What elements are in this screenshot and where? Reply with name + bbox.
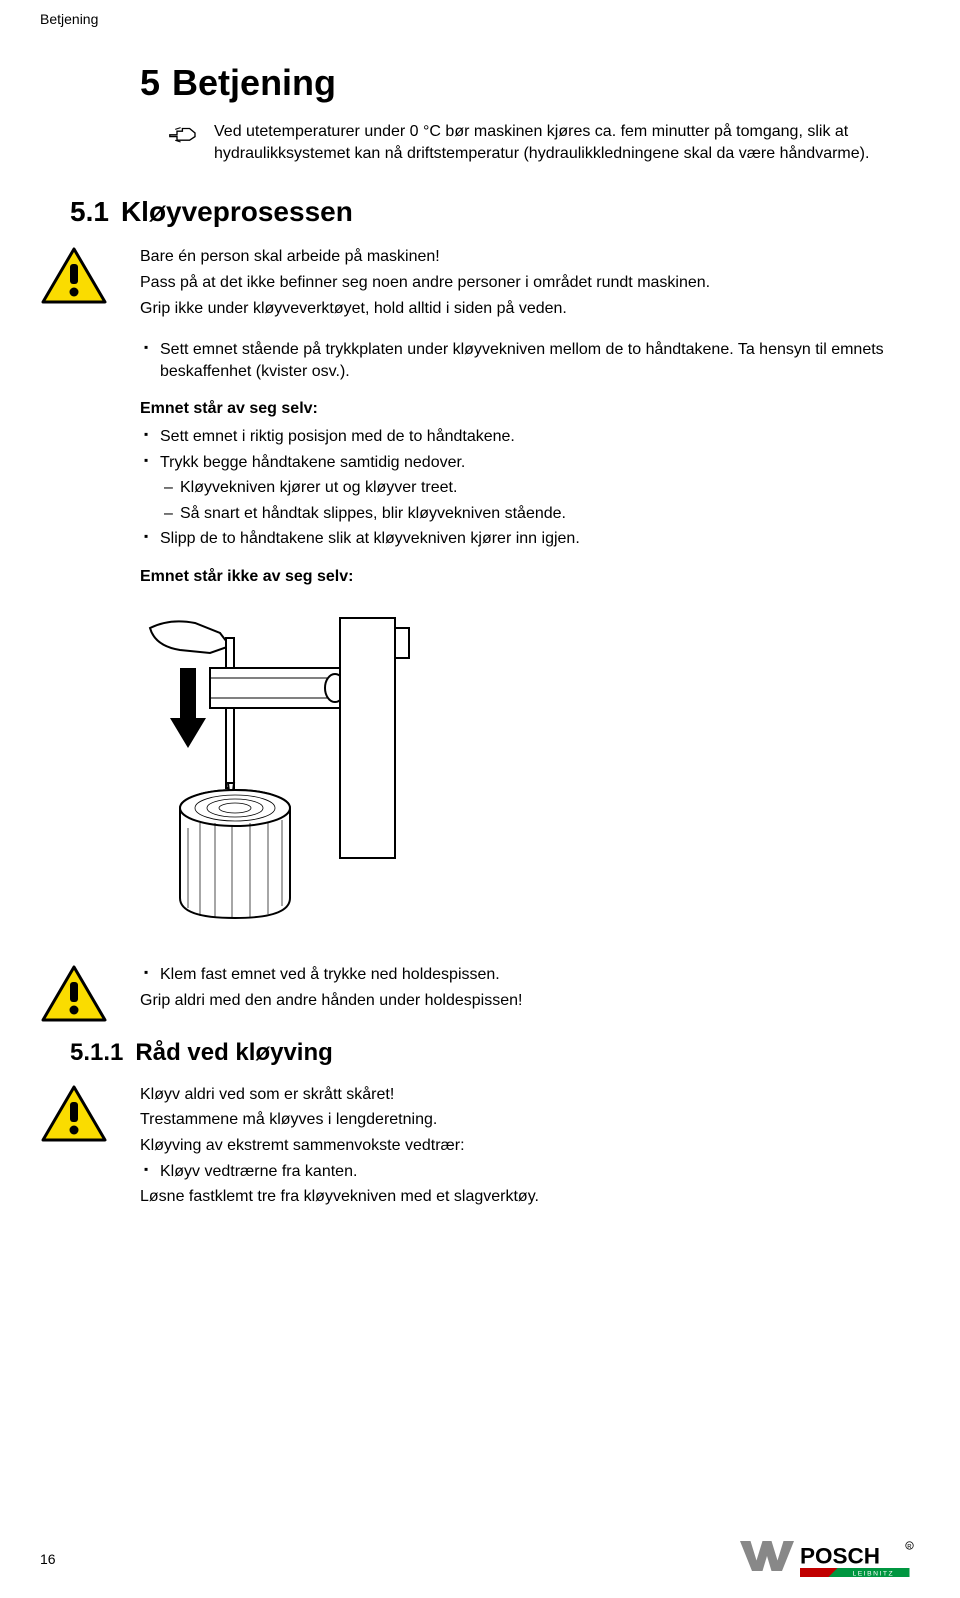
list-item: Kløyv vedtrærne fra kanten.: [140, 1161, 920, 1183]
warning-line: Pass på at det ikke befinner seg noen an…: [140, 272, 920, 294]
list-item: Klem fast emnet ved å trykke ned holdesp…: [140, 964, 920, 986]
heading-1-title: Betjening: [172, 59, 336, 108]
heading-3-title: Råd ved kløyving: [135, 1037, 332, 1069]
warning-line: Kløyving av ekstremt sammenvokste vedtræ…: [140, 1135, 920, 1157]
warning-line: Grip ikke under kløyveverktøyet, hold al…: [140, 298, 920, 320]
page-number: 16: [40, 1550, 56, 1569]
warning-triangle-icon: [40, 246, 108, 306]
list-item: Slipp de to håndtakene slik at kløyvekni…: [140, 528, 920, 550]
splitter-illustration: [140, 598, 920, 935]
heading-2-number: 5.1: [70, 193, 109, 231]
note-text: Ved utetemperaturer under 0 °C bør maski…: [214, 121, 920, 164]
warning-line: Bare én person skal arbeide på maskinen!: [140, 246, 920, 268]
warning-line: Grip aldri med den andre hånden under ho…: [140, 990, 920, 1012]
heading-3: 5.1.1 Råd ved kløyving: [70, 1037, 920, 1069]
heading-2-title: Kløyveprosessen: [121, 193, 353, 231]
warning-block-3: Kløyv aldri ved som er skrått skåret! Tr…: [140, 1084, 920, 1208]
list-item: Trykk begge håndtakene samtidig nedover.…: [140, 452, 920, 525]
sub-list: Kløyvekniven kjører ut og kløyver treet.…: [160, 477, 920, 524]
svg-text:LEIBNITZ: LEIBNITZ: [853, 1571, 895, 1578]
heading-2: 5.1 Kløyveprosessen: [70, 193, 920, 231]
hand-pointing-icon: [168, 121, 204, 145]
bullet-list: Sett emnet stående på trykkplaten under …: [140, 339, 920, 382]
sub-list-item: Så snart et håndtak slippes, blir kløyve…: [160, 503, 920, 525]
heading-1: 5 Betjening: [140, 59, 920, 108]
sub-list-item: Kløyvekniven kjører ut og kløyver treet.: [160, 477, 920, 499]
note-block: Ved utetemperaturer under 0 °C bør maski…: [140, 121, 920, 164]
warning-line: Trestammene må kløyves i lengderetning.: [140, 1109, 920, 1131]
warning-block-2: Klem fast emnet ved å trykke ned holdesp…: [140, 964, 920, 1011]
heading-1-number: 5: [140, 59, 160, 108]
page-footer: 16 POSCH R LEIBNITZ: [40, 1534, 920, 1584]
svg-text:POSCH: POSCH: [800, 1544, 880, 1569]
bold-heading: Emnet står av seg selv:: [140, 398, 920, 420]
bullet-list: Sett emnet i riktig posisjon med de to h…: [140, 426, 920, 550]
list-item: Sett emnet i riktig posisjon med de to h…: [140, 426, 920, 448]
heading-3-number: 5.1.1: [70, 1037, 123, 1069]
svg-text:R: R: [907, 1545, 912, 1551]
warning-triangle-icon: [40, 1084, 108, 1144]
bold-heading: Emnet står ikke av seg selv:: [140, 566, 920, 588]
warning-line: Løsne fastklemt tre fra kløyvekniven med…: [140, 1186, 920, 1208]
running-header: Betjening: [40, 0, 920, 59]
warning-block-1: Bare én person skal arbeide på maskinen!…: [140, 246, 920, 319]
warning-triangle-icon: [40, 964, 108, 1024]
list-item: Sett emnet stående på trykkplaten under …: [140, 339, 920, 382]
posch-logo: POSCH R LEIBNITZ: [740, 1534, 920, 1584]
warning-line: Kløyv aldri ved som er skrått skåret!: [140, 1084, 920, 1106]
